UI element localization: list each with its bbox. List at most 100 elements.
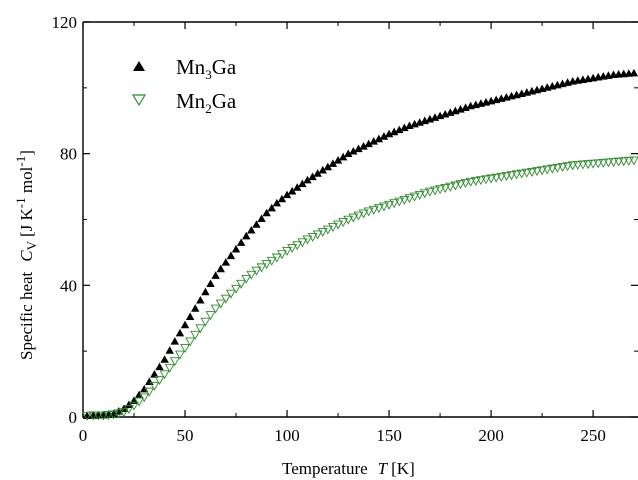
data-point — [195, 324, 206, 334]
data-point — [190, 330, 201, 340]
data-point — [338, 218, 349, 228]
x-tick-label: 0 — [79, 426, 88, 445]
data-point — [394, 197, 405, 207]
data-point — [552, 163, 563, 173]
legend: Mn3Ga Mn2Ga — [131, 55, 237, 116]
data-point — [287, 186, 297, 195]
data-point — [225, 289, 236, 299]
x-axis-title: Temperature T [K] — [282, 459, 415, 478]
data-point — [262, 208, 271, 217]
data-point — [368, 205, 379, 215]
axes-frame — [82, 22, 638, 418]
data-point — [588, 159, 599, 169]
data-point — [343, 215, 354, 225]
data-point — [196, 295, 205, 304]
data-point — [297, 238, 308, 248]
data-point — [139, 393, 150, 403]
y-axis-title: Specific heatCV[J K-1 mol-1] — [13, 150, 39, 360]
data-point — [191, 304, 200, 312]
data-point — [384, 129, 394, 138]
data-point — [400, 123, 409, 132]
y-tick-label: 40 — [60, 276, 77, 295]
data-point — [88, 411, 99, 421]
data-point — [307, 232, 318, 242]
data-point — [302, 235, 313, 245]
series-mn2ga — [82, 156, 638, 421]
data-point — [211, 271, 220, 279]
data-point — [445, 182, 456, 192]
data-point — [201, 287, 210, 296]
legend-marker-mn2ga — [131, 94, 147, 107]
data-point — [353, 211, 364, 221]
data-point — [82, 411, 92, 420]
data-point — [169, 357, 180, 367]
data-point — [374, 134, 384, 143]
data-point — [395, 125, 404, 134]
data-point — [98, 411, 109, 421]
data-point — [593, 159, 604, 169]
data-point — [450, 181, 461, 191]
data-point — [440, 184, 451, 193]
data-point — [266, 256, 277, 266]
series-layer — [82, 68, 638, 421]
data-point — [292, 241, 303, 251]
x-tick-label: 100 — [274, 426, 300, 445]
data-point — [603, 158, 614, 168]
x-tick-label: 200 — [478, 426, 504, 445]
data-point — [226, 251, 236, 260]
data-point — [118, 408, 129, 418]
data-point — [298, 179, 307, 188]
data-point — [93, 411, 104, 421]
data-point — [465, 177, 476, 187]
data-point — [354, 144, 363, 153]
data-point — [242, 231, 251, 240]
data-point — [557, 163, 568, 172]
data-point — [419, 189, 430, 199]
data-point — [210, 304, 221, 314]
data-point — [247, 225, 256, 234]
data-point — [629, 68, 638, 77]
data-point — [379, 202, 389, 212]
data-point — [526, 167, 537, 177]
data-point — [267, 203, 276, 212]
data-point — [521, 168, 532, 178]
data-point — [129, 401, 139, 411]
data-point — [327, 223, 338, 233]
data-point — [287, 244, 298, 254]
data-point — [221, 258, 231, 266]
data-point — [318, 165, 327, 174]
data-point — [333, 156, 343, 164]
data-point — [251, 266, 262, 276]
x-tick-label: 150 — [376, 426, 402, 445]
data-point — [496, 172, 507, 182]
data-point — [506, 171, 517, 181]
data-point — [257, 214, 266, 223]
data-point — [231, 284, 241, 294]
data-point — [470, 177, 481, 186]
data-point — [338, 152, 348, 161]
data-point — [455, 180, 466, 190]
data-point — [82, 411, 93, 421]
data-point — [206, 279, 215, 288]
data-point — [205, 311, 216, 321]
plot-frame-group — [82, 21, 638, 418]
data-point — [185, 312, 195, 320]
data-point — [333, 220, 344, 230]
data-point — [317, 228, 328, 237]
data-point — [241, 274, 252, 284]
data-point — [200, 317, 211, 327]
data-point — [363, 207, 374, 217]
data-point — [180, 320, 190, 329]
data-point — [271, 253, 282, 263]
data-point — [618, 157, 629, 167]
data-point — [277, 194, 287, 203]
series-mn3ga — [82, 68, 638, 420]
data-point — [481, 175, 491, 185]
data-point — [124, 400, 134, 409]
data-point — [409, 192, 420, 202]
data-point — [358, 209, 369, 219]
data-point — [160, 355, 169, 363]
data-point — [159, 370, 170, 380]
data-point — [532, 167, 542, 177]
data-point — [348, 213, 359, 223]
